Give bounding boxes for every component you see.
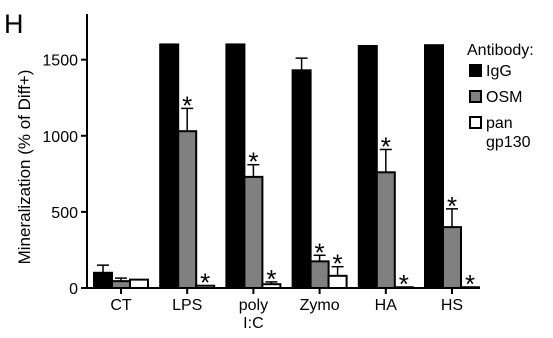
bar-igg	[424, 44, 444, 290]
significance-marker: *	[447, 191, 457, 221]
bar-osm	[243, 175, 264, 289]
x-tick-label: HA	[375, 297, 398, 314]
x-tick-label: I:C	[243, 315, 263, 332]
y-tick-label: 1000	[42, 129, 78, 146]
y-axis: 0 500 1000 1500	[42, 14, 88, 298]
legend-label: OSM	[486, 89, 522, 106]
significance-marker: *	[315, 237, 325, 267]
x-tick-label: poly	[239, 297, 268, 314]
x-tick-label: Zymo	[300, 297, 340, 314]
bar-osm	[375, 171, 396, 289]
bar-pan-gp130	[129, 278, 149, 289]
x-tick-label: CT	[110, 297, 132, 314]
y-axis-label: Mineralization (% of Diff+)	[15, 70, 34, 265]
panel-label: H	[4, 9, 24, 39]
legend-title: Antibody:	[467, 42, 534, 59]
bar-igg	[357, 44, 378, 290]
bar-igg	[291, 69, 312, 289]
bar-igg	[159, 43, 180, 289]
significance-marker: *	[333, 249, 343, 279]
bar-igg	[225, 43, 246, 289]
y-tick-label: 0	[69, 281, 78, 298]
y-tick-label: 1500	[42, 53, 78, 70]
significance-marker: *	[266, 264, 276, 294]
bar-osm	[442, 226, 462, 290]
bar-igg	[93, 271, 113, 289]
significance-marker: *	[182, 90, 192, 120]
significance-marker: *	[248, 147, 258, 177]
x-tick-label: HS	[441, 297, 463, 314]
legend-swatch	[469, 64, 482, 77]
bar-osm	[177, 130, 198, 289]
legend-swatch	[469, 90, 482, 103]
legend-label: pan gp130	[486, 115, 531, 151]
x-tick-label: LPS	[172, 297, 202, 314]
significance-marker: *	[381, 131, 391, 161]
significance-marker: *	[399, 269, 409, 299]
legend-swatch	[469, 116, 482, 129]
significance-marker: *	[465, 269, 475, 299]
legend: Antibody: IgG OSM pan gp130	[467, 42, 534, 151]
y-tick-label: 500	[51, 205, 78, 222]
bar-osm	[111, 280, 131, 289]
significance-marker: *	[200, 268, 210, 298]
bars: * * * * * * * * * *	[93, 43, 480, 299]
legend-label: IgG	[486, 63, 512, 80]
